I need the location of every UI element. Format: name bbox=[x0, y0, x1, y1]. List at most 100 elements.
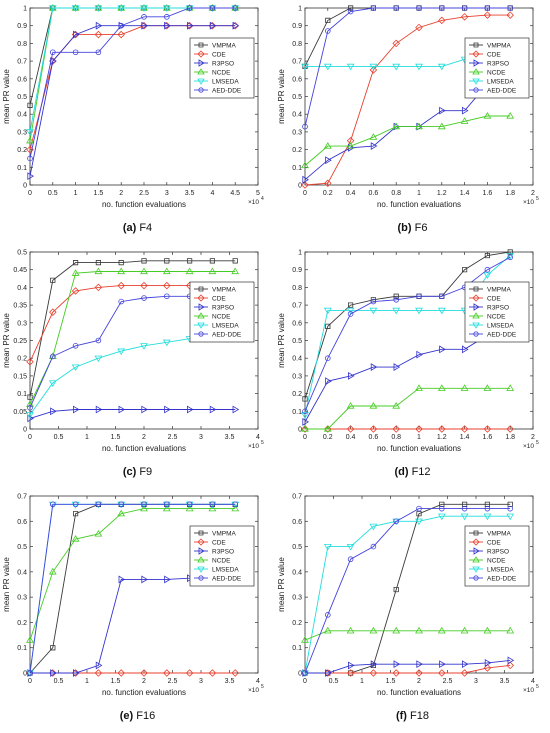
data-point bbox=[325, 156, 332, 165]
data-point bbox=[141, 14, 147, 20]
x-tick-label: 1.5 bbox=[111, 434, 121, 441]
y-tick-label: 0.6 bbox=[17, 76, 27, 83]
caption-e: (e) F16 bbox=[0, 710, 275, 722]
data-point bbox=[346, 402, 355, 409]
data-point bbox=[506, 252, 515, 260]
x-tick-label: 3.5 bbox=[500, 678, 510, 685]
y-tick-label: 0.6 bbox=[292, 76, 302, 83]
x-tick-label: 2 bbox=[417, 678, 421, 685]
data-point bbox=[439, 5, 445, 11]
y-tick-label: 0 bbox=[23, 671, 27, 678]
data-point bbox=[392, 425, 400, 433]
y-tick-label: 0.4 bbox=[17, 285, 27, 292]
data-point bbox=[415, 23, 423, 32]
data-point bbox=[392, 626, 401, 634]
chart-f: 0 0.5 1 1.5 2 2.5 3 3.5 4 0 0.1 0.2 0.3 0.4 0.5 0.6 0.7 n… bbox=[277, 494, 539, 698]
x-multiplier-exponent: 4 bbox=[261, 196, 264, 202]
data-point bbox=[141, 258, 147, 264]
data-point bbox=[118, 298, 124, 305]
data-point bbox=[346, 142, 355, 149]
data-point bbox=[302, 396, 308, 402]
series-line-aed-dde bbox=[304, 256, 511, 412]
data-point bbox=[416, 350, 423, 359]
legend-marker bbox=[473, 59, 480, 67]
y-tick-label: 0.3 bbox=[17, 129, 27, 136]
data-point bbox=[346, 425, 355, 433]
y-tick-label: 0 bbox=[298, 427, 302, 434]
data-point bbox=[140, 267, 148, 275]
data-point bbox=[209, 405, 217, 414]
data-point bbox=[484, 5, 491, 11]
data-point bbox=[392, 63, 401, 71]
data-point bbox=[369, 523, 378, 531]
legend-label: CDE bbox=[212, 540, 226, 547]
legend-label: R3PSO bbox=[212, 61, 234, 68]
series-line-vmpma bbox=[304, 251, 511, 400]
data-point bbox=[484, 266, 491, 273]
data-point bbox=[346, 63, 355, 71]
data-point bbox=[506, 513, 515, 521]
data-point bbox=[439, 660, 446, 669]
caption-tag: (c) bbox=[122, 466, 137, 478]
data-point bbox=[323, 425, 332, 432]
y-tick-label: 0.4 bbox=[292, 112, 302, 119]
data-point bbox=[186, 5, 193, 11]
data-point bbox=[302, 418, 309, 426]
data-point bbox=[483, 664, 492, 672]
x-tick-label: 0.5 bbox=[54, 678, 64, 685]
data-point bbox=[393, 518, 399, 525]
y-tick-label: 0.5 bbox=[292, 338, 302, 345]
y-tick-label: 0.35 bbox=[13, 303, 27, 310]
data-point bbox=[483, 272, 492, 279]
data-point bbox=[164, 21, 171, 30]
data-point bbox=[325, 669, 332, 677]
data-point bbox=[462, 106, 469, 115]
legend-label: NCDE bbox=[212, 558, 231, 565]
data-point bbox=[324, 179, 332, 187]
series-line-cde bbox=[304, 14, 511, 186]
data-point bbox=[324, 355, 331, 361]
data-point bbox=[346, 307, 355, 315]
x-tick-label: 3.5 bbox=[185, 190, 195, 197]
data-point bbox=[460, 384, 469, 391]
y-axis-label: mean PR value bbox=[2, 313, 11, 368]
legend-marker bbox=[198, 87, 204, 93]
x-multiplier-exponent: 5 bbox=[536, 196, 539, 202]
data-point bbox=[393, 5, 399, 11]
data-point bbox=[437, 307, 446, 315]
legend-marker bbox=[197, 294, 205, 302]
caption-name: F6 bbox=[414, 222, 428, 234]
chart-d: 0 0.2 0.4 0.6 0.8 1 1.2 1.4 1.6 1.8 2 0 0.1 0.2 0.3 0.4… bbox=[277, 249, 539, 453]
y-axis-label: mean PR value bbox=[277, 313, 286, 368]
data-point bbox=[460, 117, 469, 124]
data-point bbox=[186, 501, 193, 508]
data-point bbox=[484, 501, 490, 507]
data-point bbox=[26, 129, 34, 136]
data-point bbox=[72, 501, 79, 508]
data-point bbox=[94, 529, 103, 537]
caption-tag: (b) bbox=[397, 222, 412, 234]
data-point bbox=[416, 505, 422, 512]
data-point bbox=[118, 405, 126, 414]
data-point bbox=[26, 412, 34, 419]
panel-a: 0 0.5 1 1.5 2 2.5 3 3.5 4 4.5 5 0 0.1 0.2 0.3 0.4 0.5 0.6… bbox=[0, 0, 275, 244]
legend-marker bbox=[198, 59, 205, 67]
data-point bbox=[323, 142, 332, 149]
y-tick-label: 0.3 bbox=[292, 373, 302, 380]
data-point bbox=[50, 645, 56, 651]
x-tick-label: 2 bbox=[531, 190, 535, 197]
legend-label: LMSEDA bbox=[487, 323, 514, 330]
y-tick-label: 0.1 bbox=[292, 165, 302, 172]
data-point bbox=[507, 656, 515, 665]
x-tick-label: 0.4 bbox=[346, 434, 356, 441]
data-point bbox=[117, 4, 126, 11]
data-point bbox=[71, 269, 80, 276]
legend-label: R3PSO bbox=[487, 549, 509, 556]
caption-name: F18 bbox=[410, 710, 430, 722]
data-point bbox=[484, 505, 491, 512]
x-axis-label: no. function evaluations bbox=[102, 444, 186, 453]
data-point bbox=[118, 501, 124, 508]
y-axis-label: mean PR value bbox=[277, 557, 286, 612]
data-point bbox=[50, 669, 57, 677]
series-line-r3pso bbox=[29, 409, 236, 419]
